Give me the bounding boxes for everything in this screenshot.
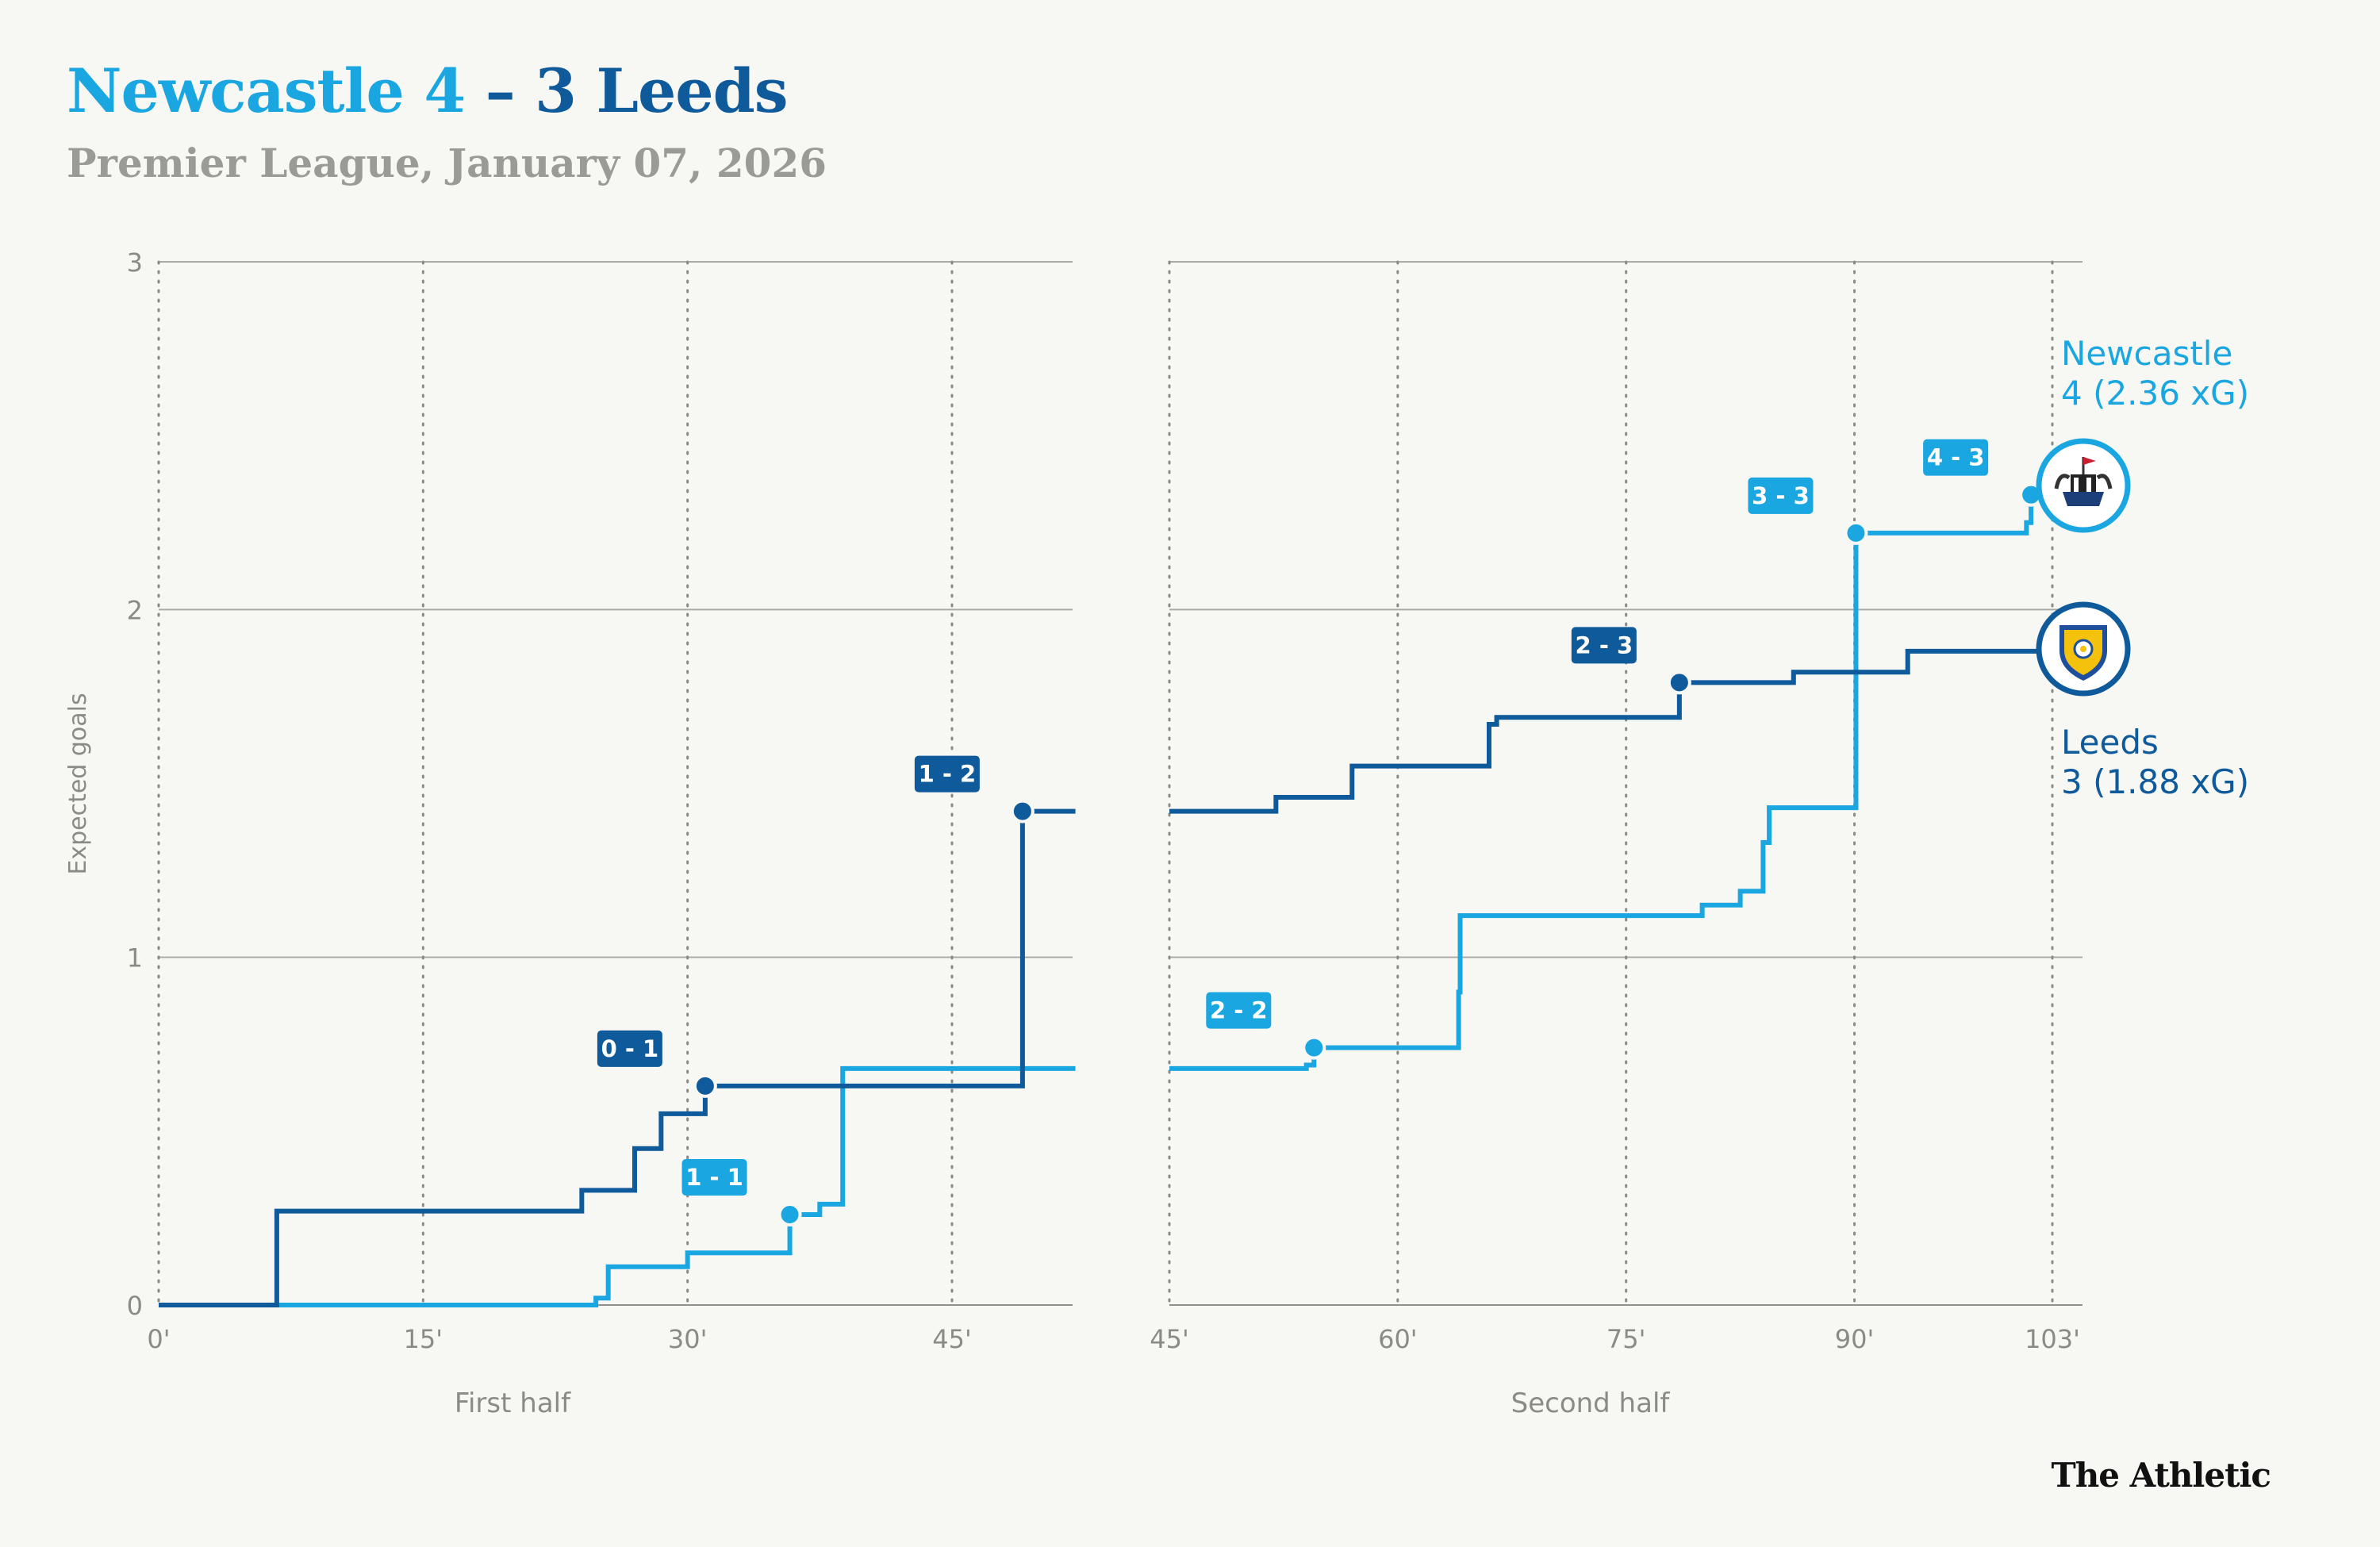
y-tick-label: 2 bbox=[127, 595, 143, 625]
x-tick-label: 0' bbox=[147, 1324, 170, 1354]
crest-stripe bbox=[2086, 478, 2091, 492]
leeds-crest-icon bbox=[2036, 601, 2131, 697]
score-badge-label: 2 - 2 bbox=[1210, 997, 1268, 1024]
leeds-xg-line bbox=[159, 808, 1076, 1307]
score-badge-label: 0 - 1 bbox=[601, 1035, 659, 1062]
score-badge-label: 3 - 3 bbox=[1752, 482, 1810, 509]
publisher-logo: The Athletic bbox=[2051, 1456, 2271, 1495]
leeds-xg-line bbox=[1169, 648, 2068, 814]
crest-rose-center bbox=[2080, 646, 2086, 652]
score-badge bbox=[1748, 477, 1814, 514]
x-tick-label: 45' bbox=[932, 1324, 972, 1354]
y-tick-label: 3 bbox=[127, 248, 143, 278]
x-tick-label: 15' bbox=[404, 1324, 443, 1354]
crest-stripe bbox=[2074, 478, 2079, 492]
goal-marker bbox=[1667, 670, 1691, 695]
x-tick-label: 103' bbox=[2025, 1324, 2080, 1354]
score-badge bbox=[597, 1030, 662, 1067]
newcastle-xg-line bbox=[159, 1065, 1076, 1307]
leeds-end-label-name: Leeds bbox=[2061, 723, 2159, 762]
score-badge bbox=[1206, 992, 1272, 1029]
chart-title: Newcastle 4 – 3 Leeds bbox=[67, 56, 789, 126]
goal-marker bbox=[1844, 520, 1868, 545]
x-tick-label: 90' bbox=[1835, 1324, 1875, 1354]
goal-marker bbox=[777, 1203, 802, 1227]
score-badge bbox=[681, 1159, 747, 1196]
score-badge-label: 2 - 3 bbox=[1576, 631, 1633, 658]
leeds-end-label-xg: 3 (1.88 xG) bbox=[2061, 762, 2249, 801]
score-badge bbox=[1923, 439, 1989, 476]
chart-subtitle: Premier League, January 07, 2026 bbox=[67, 140, 827, 186]
y-tick-label: 0 bbox=[127, 1291, 143, 1321]
title-home-team: Newcastle 4 bbox=[67, 56, 466, 126]
y-axis-label: Expected goals bbox=[64, 693, 92, 874]
x-axis-label: Second half bbox=[1511, 1388, 1671, 1419]
crest-banner bbox=[2063, 492, 2104, 506]
x-tick-label: 60' bbox=[1378, 1324, 1418, 1354]
goal-marker bbox=[1302, 1035, 1326, 1060]
goal-marker bbox=[693, 1073, 717, 1098]
title-dash: – bbox=[485, 56, 516, 126]
newcastle-xg-line bbox=[1169, 494, 2034, 1071]
score-badge-label: 1 - 2 bbox=[919, 761, 977, 788]
title-away-team: 3 Leeds bbox=[535, 56, 788, 126]
y-tick-label: 1 bbox=[127, 943, 143, 973]
x-axis-label: First half bbox=[455, 1388, 571, 1419]
newcastle-crest-icon bbox=[2036, 438, 2131, 533]
score-badge bbox=[1571, 627, 1637, 664]
goal-marker bbox=[1010, 799, 1035, 823]
x-tick-label: 30' bbox=[668, 1324, 708, 1354]
score-badge-label: 4 - 3 bbox=[1927, 444, 1985, 471]
score-badge-label: 1 - 1 bbox=[685, 1164, 743, 1191]
newcastle-end-label-xg: 4 (2.36 xG) bbox=[2061, 374, 2249, 413]
x-tick-label: 75' bbox=[1606, 1324, 1646, 1354]
newcastle-end-label-name: Newcastle bbox=[2061, 334, 2232, 373]
crest-seahorses bbox=[2054, 474, 2113, 489]
crest-flag bbox=[2083, 457, 2096, 465]
score-badge bbox=[914, 755, 980, 793]
x-tick-label: 45' bbox=[1150, 1324, 1189, 1354]
